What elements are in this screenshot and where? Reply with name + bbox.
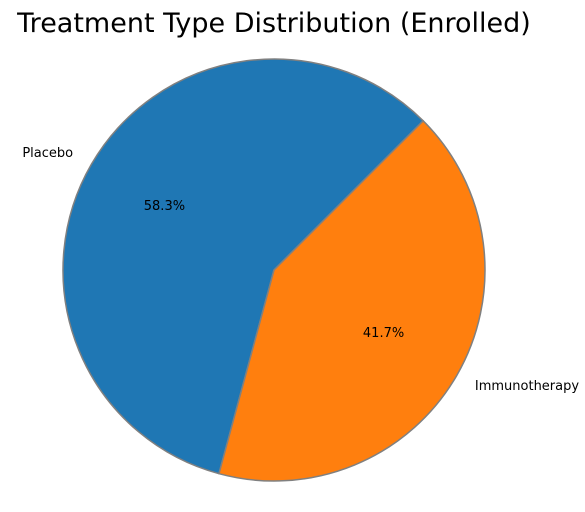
percent-label-immunotherapy: 41.7% <box>363 326 404 341</box>
slice-label-immunotherapy: Immunotherapy <box>475 379 579 394</box>
pie-slices <box>62 58 486 482</box>
pie-slice-placebo <box>62 58 424 475</box>
chart-title: Treatment Type Distribution (Enrolled) <box>16 8 531 39</box>
slice-label-placebo: Placebo <box>22 146 73 161</box>
pie-labels: Placebo 58.3% Immunotherapy 41.7% <box>22 146 579 394</box>
pie-slice-immunotherapy <box>218 120 486 482</box>
percent-label-placebo: 58.3% <box>144 199 185 214</box>
